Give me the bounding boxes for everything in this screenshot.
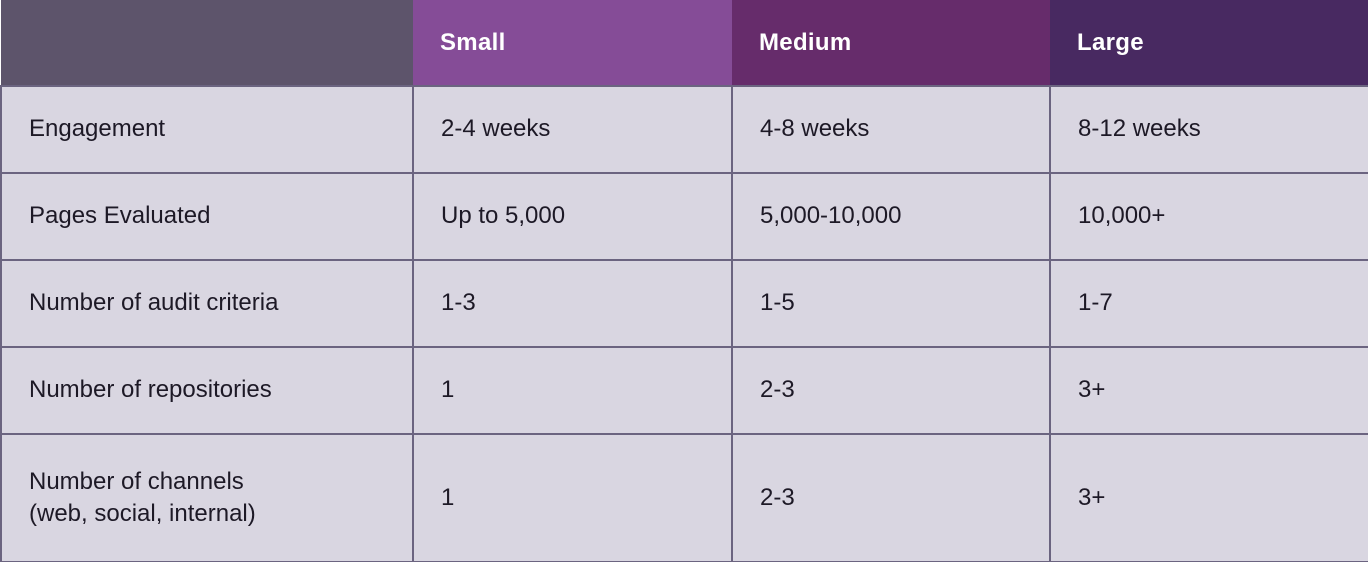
table-row-channels: Number of channels (web, social, interna… <box>0 433 1368 562</box>
value-cell-medium: 4-8 weeks <box>731 85 1051 174</box>
value-cell-medium: 5,000-10,000 <box>731 172 1051 261</box>
value-cell-medium: 2-3 <box>731 346 1051 435</box>
value-cell-small: 1 <box>412 346 733 435</box>
value-cell-large: 1-7 <box>1049 259 1368 348</box>
row-label-cell: Pages Evaluated <box>0 172 414 261</box>
value-cell-small: 2-4 weeks <box>412 85 733 174</box>
value-cell-large: 10,000+ <box>1049 172 1368 261</box>
value-cell-small: Up to 5,000 <box>412 172 733 261</box>
value-cell-large: 3+ <box>1049 346 1368 435</box>
header-cell-medium: Medium <box>732 0 1050 86</box>
header-cell-small: Small <box>413 0 732 86</box>
row-label-cell: Number of repositories <box>0 346 414 435</box>
header-row: Small Medium Large <box>1 0 1368 86</box>
row-label-cell: Engagement <box>0 85 414 174</box>
table-row-engagement: Engagement 2-4 weeks 4-8 weeks 8-12 week… <box>0 85 1368 174</box>
value-cell-large: 3+ <box>1049 433 1368 562</box>
value-cell-large: 8-12 weeks <box>1049 85 1368 174</box>
table-row-pages-evaluated: Pages Evaluated Up to 5,000 5,000-10,000… <box>0 172 1368 261</box>
value-cell-small: 1-3 <box>412 259 733 348</box>
row-label-cell: Number of channels (web, social, interna… <box>0 433 414 562</box>
value-cell-medium: 1-5 <box>731 259 1051 348</box>
header-cell-large: Large <box>1050 0 1368 86</box>
header-corner-cell <box>1 0 413 86</box>
value-cell-small: 1 <box>412 433 733 562</box>
value-cell-medium: 2-3 <box>731 433 1051 562</box>
row-label-cell: Number of audit criteria <box>0 259 414 348</box>
table-row-repositories: Number of repositories 1 2-3 3+ <box>0 346 1368 435</box>
table-row-audit-criteria: Number of audit criteria 1-3 1-5 1-7 <box>0 259 1368 348</box>
